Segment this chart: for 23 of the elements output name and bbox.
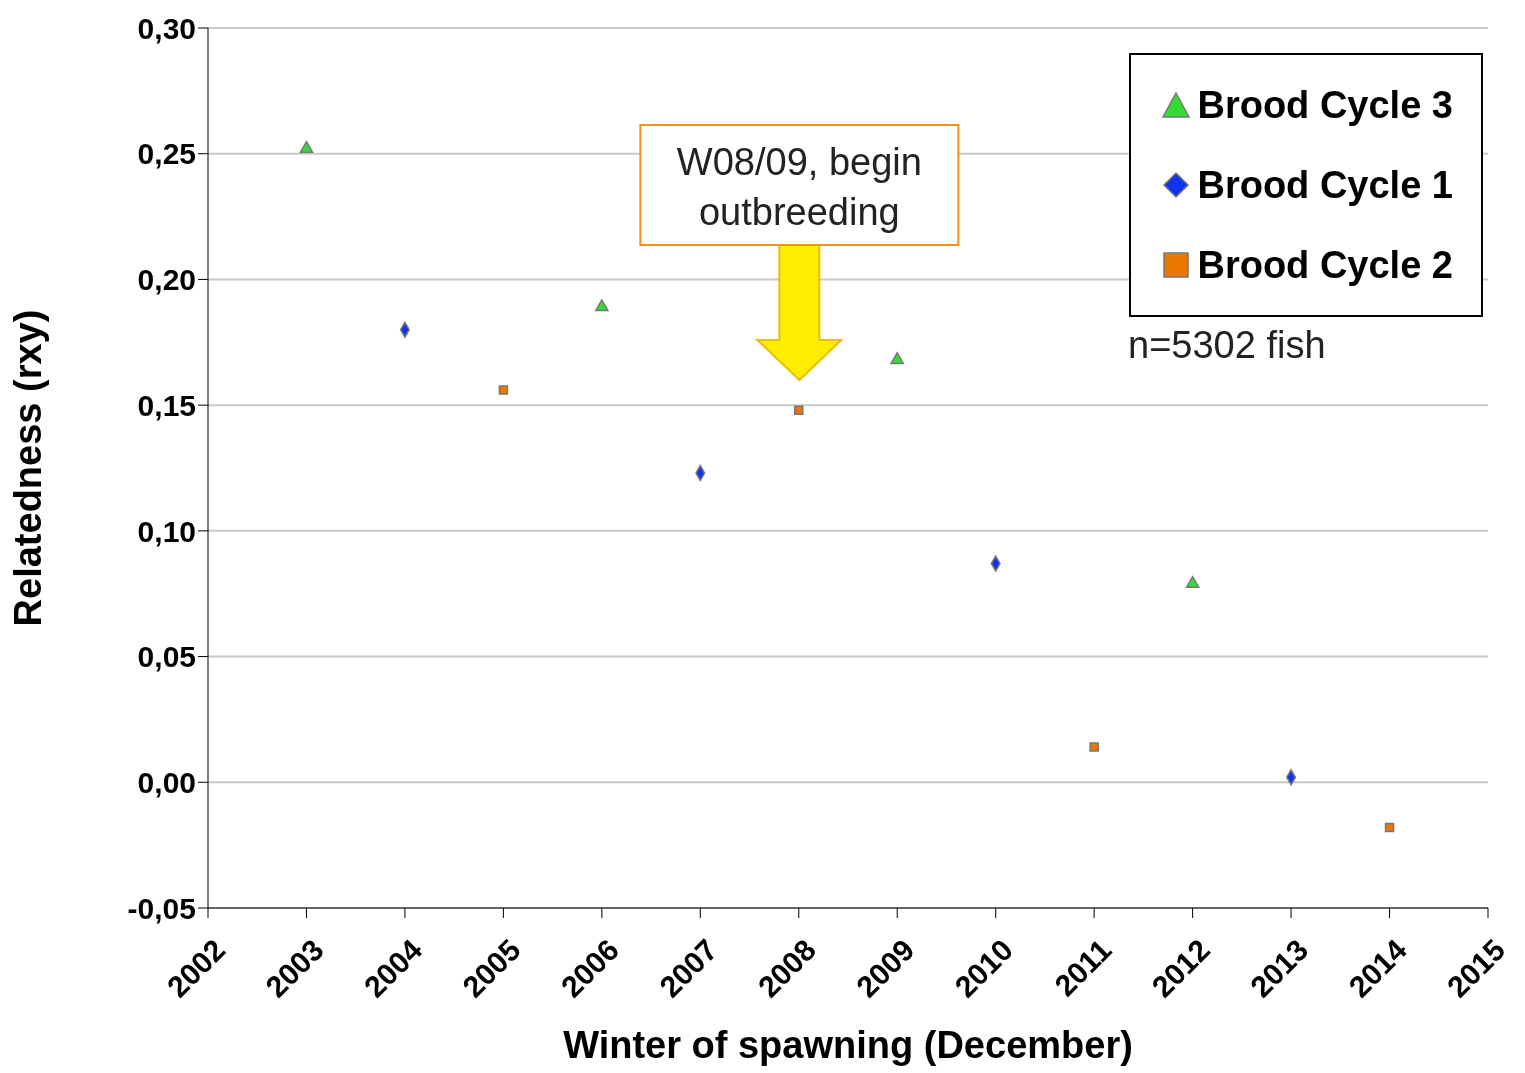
point (1185, 575, 1200, 588)
point (890, 352, 905, 365)
legend-label: Brood Cycle 1 (1197, 163, 1453, 207)
y-tick-label: 0,10 (137, 514, 196, 548)
y-tick-label: -0,05 (127, 891, 196, 925)
legend-label: Brood Cycle 2 (1197, 243, 1453, 287)
y-axis-title: Relatedness (rxy) (7, 309, 50, 627)
point (794, 405, 804, 415)
annotation: n=5302 fish (1128, 324, 1326, 366)
y-tick-label: 0,25 (137, 137, 196, 171)
point (1089, 742, 1099, 752)
point (299, 140, 314, 153)
point (595, 299, 609, 312)
legend-label: Brood Cycle 3 (1197, 83, 1453, 127)
y-tick-label: 0,30 (137, 11, 196, 45)
annotation: W08/09, begin outbreeding (676, 141, 922, 233)
y-tick-label: 0,15 (137, 388, 196, 422)
x-axis-title: Winter of spawning (December) (563, 1024, 1133, 1066)
point (498, 385, 509, 395)
y-tick-label: 0,05 (137, 640, 196, 674)
y-tick-label: 0,20 (137, 263, 196, 297)
point (1384, 822, 1395, 833)
y-tick-label: 0,00 (137, 765, 196, 799)
